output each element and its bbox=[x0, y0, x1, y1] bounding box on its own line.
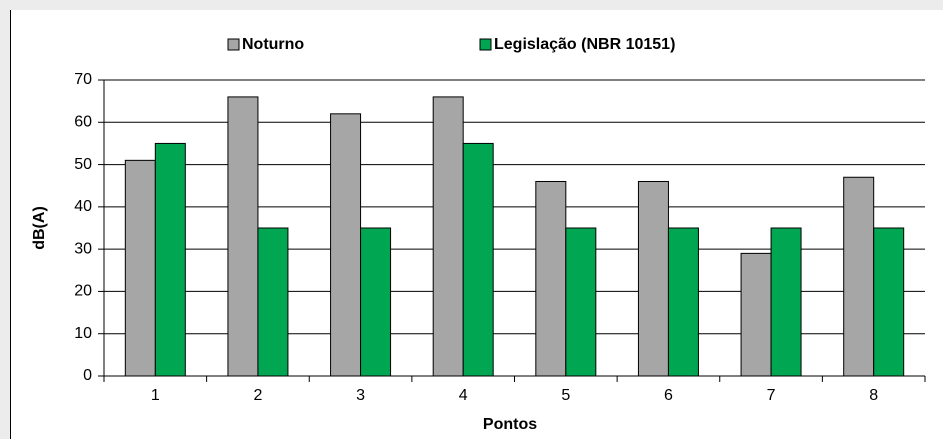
x-tick-label: 2 bbox=[253, 387, 262, 404]
bar bbox=[637, 180, 669, 377]
x-axis-label: Pontos bbox=[483, 416, 537, 433]
bar bbox=[154, 142, 186, 377]
bar bbox=[740, 252, 772, 377]
x-tick-label: 4 bbox=[459, 387, 468, 404]
bar bbox=[330, 113, 362, 377]
y-tick-label: 50 bbox=[74, 156, 92, 173]
y-tick-label: 20 bbox=[74, 283, 92, 300]
y-tick-label: 40 bbox=[74, 198, 92, 215]
bar bbox=[565, 227, 597, 377]
x-tick-label: 5 bbox=[561, 387, 570, 404]
bar bbox=[535, 180, 567, 377]
y-tick-label: 30 bbox=[74, 240, 92, 257]
bar bbox=[770, 227, 802, 377]
legend-label: Noturno bbox=[242, 36, 304, 53]
bar bbox=[667, 227, 699, 377]
y-tick-label: 10 bbox=[74, 325, 92, 342]
y-tick-label: 0 bbox=[83, 367, 92, 384]
legend-label: Legislação (NBR 10151) bbox=[494, 36, 675, 53]
x-tick-label: 6 bbox=[664, 387, 673, 404]
bar bbox=[462, 142, 494, 377]
bar bbox=[843, 176, 875, 377]
legend-swatch bbox=[227, 38, 240, 51]
x-tick-label: 3 bbox=[356, 387, 365, 404]
bar bbox=[873, 227, 905, 377]
y-tick-label: 70 bbox=[74, 71, 92, 88]
y-axis-label: dB(A) bbox=[31, 206, 48, 250]
x-tick-label: 1 bbox=[151, 387, 160, 404]
bar bbox=[124, 159, 156, 377]
y-tick-label: 60 bbox=[74, 114, 92, 131]
legend-swatch bbox=[479, 38, 492, 51]
bar bbox=[432, 96, 464, 377]
bar bbox=[257, 227, 289, 377]
x-tick-label: 8 bbox=[869, 387, 878, 404]
x-tick-label: 7 bbox=[767, 387, 776, 404]
bar bbox=[360, 227, 392, 377]
bar bbox=[227, 96, 259, 377]
